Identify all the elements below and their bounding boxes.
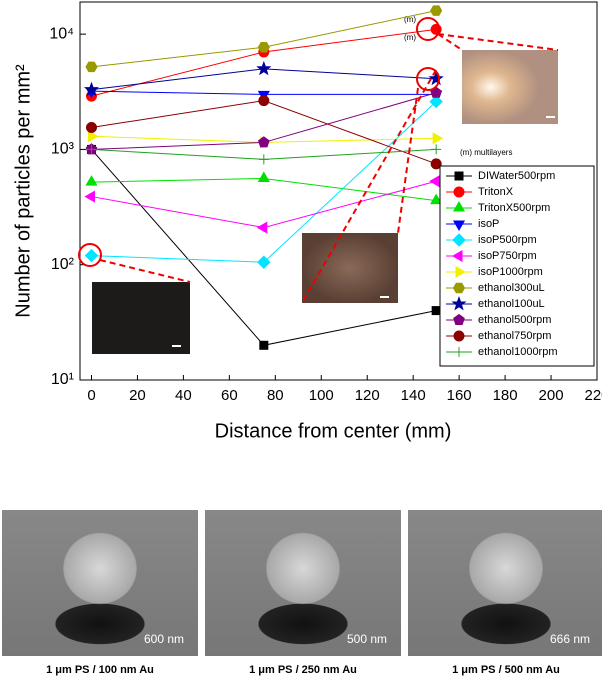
marker (86, 122, 96, 132)
legend-label: isoP1000rpm (478, 266, 543, 278)
legend-label: isoP750rpm (478, 250, 537, 262)
x-tick-label: 160 (447, 387, 472, 404)
y-tick-label: 10¹ (51, 371, 74, 388)
legend-label: ethanol1000rpm (478, 346, 558, 358)
legend-label: ethanol500rpm (478, 314, 551, 326)
sem-image: 500 nm (205, 510, 401, 656)
x-tick-label: 60 (221, 387, 238, 404)
legend-label: ethanol750rpm (478, 330, 551, 342)
legend-label: isoP (478, 218, 499, 230)
inset-image (462, 50, 558, 124)
marker (259, 96, 269, 106)
marker (433, 133, 442, 143)
caption: 1 μm PS / 250 nm Au (205, 664, 401, 676)
caption: 1 μm PS / 100 nm Au (2, 664, 198, 676)
marker (430, 176, 439, 186)
inset-image (302, 233, 398, 303)
marker (259, 154, 269, 164)
connector (438, 34, 558, 50)
marker (454, 187, 464, 197)
marker (85, 250, 97, 262)
marker (258, 222, 267, 232)
series-line (91, 11, 436, 67)
y-tick-label: 10⁴ (49, 25, 74, 42)
chart: Number of particles per mm² Distance fro… (0, 0, 602, 450)
legend: DIWater500rpm TritonX TritonX500rpm isoP iso… (440, 166, 594, 366)
marker (260, 341, 268, 349)
marker (455, 172, 463, 180)
legend-label: TritonX (478, 186, 514, 198)
x-axis-title: Distance from center (mm) (215, 420, 452, 442)
marker (431, 6, 442, 16)
x-tick-label: 40 (175, 387, 192, 404)
marker (431, 144, 441, 154)
series-line (91, 101, 436, 164)
connector (398, 88, 418, 233)
annotation: (m) (404, 33, 416, 42)
scale-label: 500 nm (347, 632, 387, 646)
legend-label: TritonX500rpm (478, 202, 550, 214)
inset-image (92, 282, 190, 354)
caption: 1 μm PS / 500 nm Au (408, 664, 602, 676)
y-tick-label: 10³ (51, 141, 75, 158)
x-tick-label: 80 (267, 387, 284, 404)
marker (259, 172, 269, 181)
legend-label: DIWater500rpm (478, 170, 555, 182)
x-tick-label: 180 (493, 387, 518, 404)
marker (258, 42, 269, 52)
scale-label: 600 nm (144, 632, 184, 646)
sem-image: 600 nm (2, 510, 198, 656)
marker (454, 283, 465, 293)
annotation: (m) multilayers (460, 148, 512, 157)
legend-label: isoP500rpm (478, 234, 537, 246)
x-tick-label: 100 (309, 387, 334, 404)
legend-label: ethanol100uL (478, 298, 545, 310)
marker (86, 62, 97, 72)
marker (430, 72, 442, 84)
page: Number of particles per mm² Distance fro… (0, 0, 602, 684)
series-line (91, 181, 436, 227)
sem-image: 666 nm (408, 510, 602, 656)
legend-label: ethanol300uL (478, 282, 545, 294)
y-axis-title: Number of particles per mm² (12, 64, 34, 318)
connector (100, 260, 190, 282)
y-tick-label: 10² (51, 256, 75, 273)
marker (86, 176, 96, 185)
x-tick-label: 20 (129, 387, 146, 404)
x-tick-label: 120 (355, 387, 380, 404)
x-tick-label: 220 (584, 387, 602, 404)
marker (432, 307, 440, 315)
marker (259, 137, 269, 147)
marker (258, 62, 270, 74)
x-tick-label: 140 (401, 387, 426, 404)
x-tick-label: 200 (539, 387, 564, 404)
scale-label: 666 nm (550, 632, 590, 646)
x-tick-label: 0 (87, 387, 95, 404)
marker (85, 191, 94, 201)
marker (454, 331, 464, 341)
